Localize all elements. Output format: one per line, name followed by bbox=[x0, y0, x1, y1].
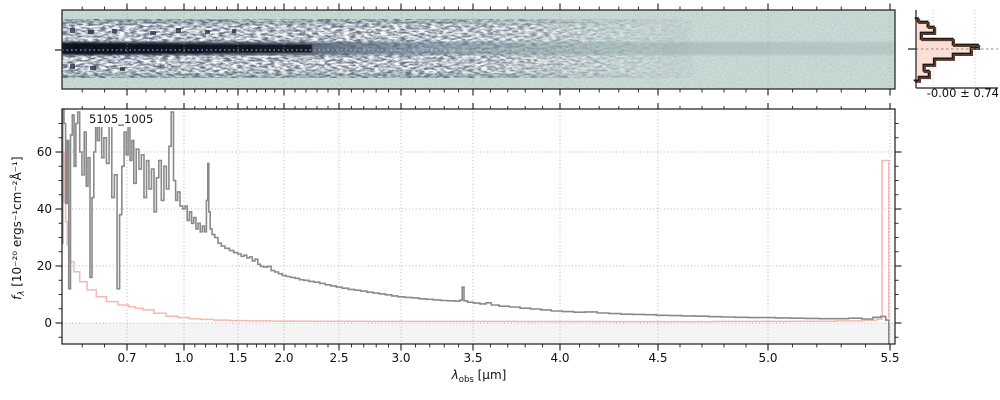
y-tick-label: 0 bbox=[44, 316, 52, 330]
x-tick-label: 1.0 bbox=[174, 351, 193, 365]
x-tick-label: 4.0 bbox=[550, 351, 569, 365]
spec1d-panel: 0.7 1.0 1.5 2.0 2.5 3.0 3.5 4.0 4.5 5.0 5.5 0 20 40 60 bbox=[37, 103, 902, 365]
x-tick-label: 3.5 bbox=[463, 351, 482, 365]
x-tick-label: 2.0 bbox=[274, 351, 293, 365]
x-tick-label: 1.5 bbox=[228, 351, 247, 365]
x-tick-label: 3.0 bbox=[391, 351, 410, 365]
spec2d-panel bbox=[55, 10, 895, 89]
x-tick-label: 2.5 bbox=[329, 351, 348, 365]
y-tick-label: 60 bbox=[37, 145, 52, 159]
profile-fill bbox=[916, 19, 980, 83]
uncertainty-line bbox=[62, 109, 890, 323]
x-tick-label: 5.5 bbox=[880, 351, 899, 365]
source-id-label: 5105_1005 bbox=[86, 112, 157, 127]
x-axis-unit: [μm] bbox=[473, 368, 507, 382]
y-axis-unit: [10⁻²⁰ ergs⁻¹cm⁻²Å⁻¹] bbox=[9, 156, 24, 291]
x-axis-subscript: obs bbox=[458, 375, 474, 385]
x-tick-label: 5.0 bbox=[758, 351, 777, 365]
y-tick-label: 20 bbox=[37, 259, 52, 273]
x-axis-symbol: λ bbox=[451, 368, 459, 382]
negative-flux-band bbox=[62, 323, 895, 344]
spec1d-border bbox=[61, 108, 896, 345]
x-tick-label: 0.7 bbox=[117, 351, 136, 365]
x-axis-label: λobs [μm] bbox=[398, 368, 560, 385]
flux-line bbox=[62, 109, 890, 344]
profile-panel bbox=[908, 10, 998, 89]
profile-stats-label: -0.00 ± 0.74 bbox=[926, 86, 999, 100]
x-tick-label: 4.5 bbox=[648, 351, 667, 365]
spec2d-border bbox=[61, 9, 896, 90]
y-tick-label: 40 bbox=[37, 202, 52, 216]
spec2d-speckles bbox=[70, 28, 305, 71]
y-axis-symbol: f bbox=[9, 295, 24, 300]
y-axis-subscript: λ bbox=[16, 290, 27, 296]
y-axis-label: fλ [10⁻²⁰ ergs⁻¹cm⁻²Å⁻¹] bbox=[9, 78, 27, 378]
